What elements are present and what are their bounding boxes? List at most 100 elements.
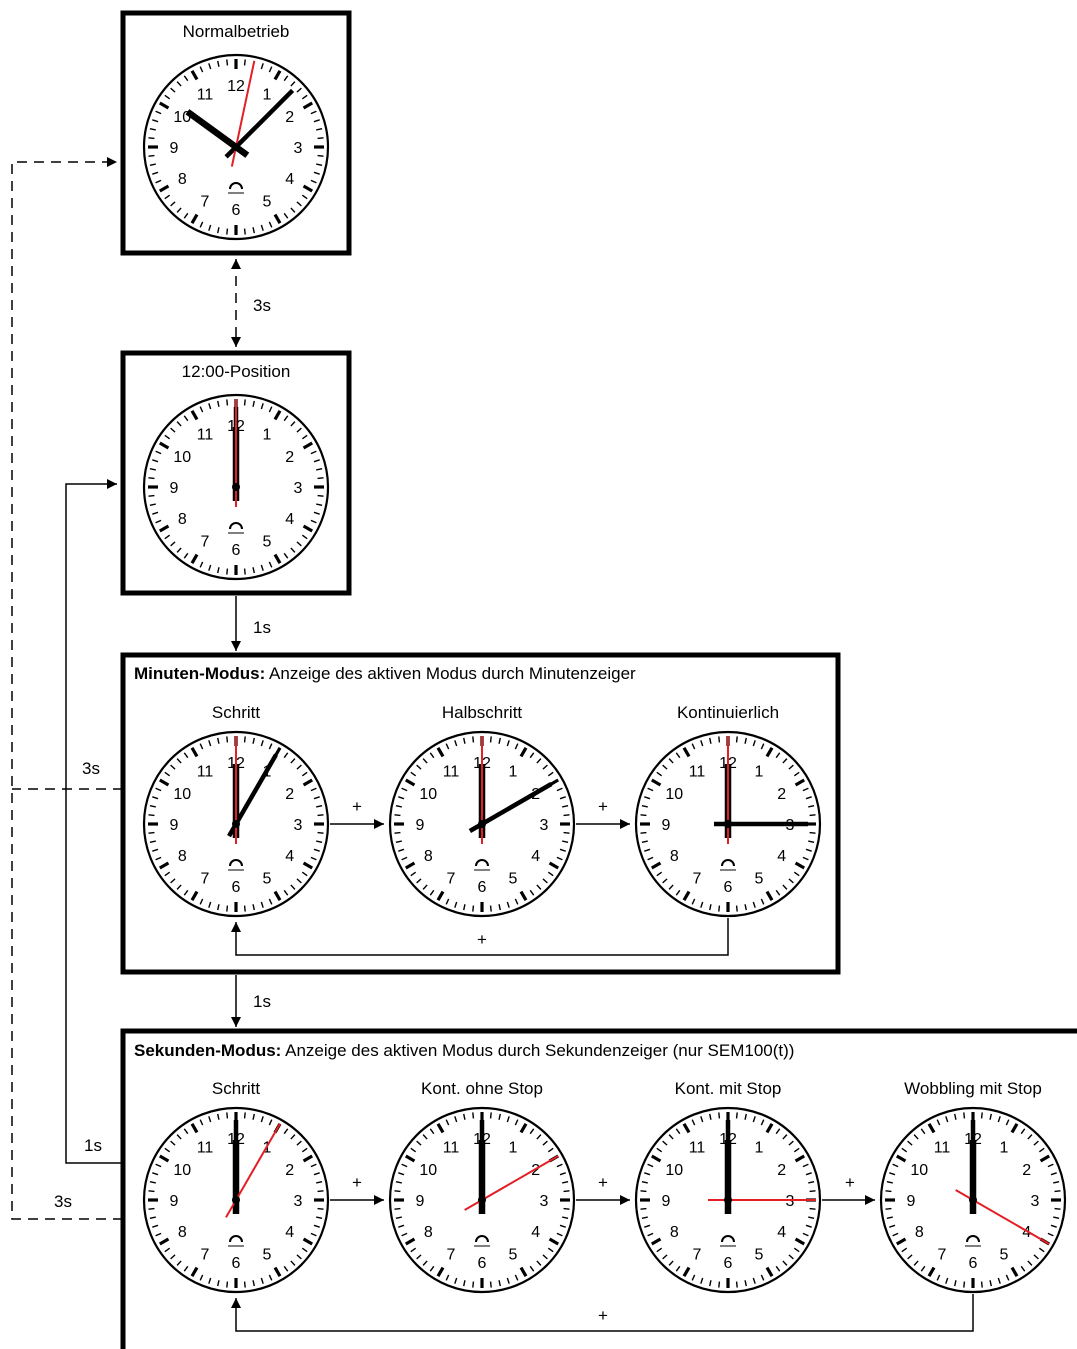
- minute-tick: [547, 1147, 554, 1153]
- minute-tick: [668, 884, 674, 890]
- hour-tick: [650, 778, 662, 787]
- minute-tick: [547, 1247, 554, 1253]
- dial-numeral: 6: [232, 202, 241, 219]
- minute-tick: [313, 511, 320, 515]
- dial-numeral: 5: [755, 871, 764, 888]
- minute-tick: [416, 764, 422, 770]
- clock-center: [232, 483, 240, 491]
- plus-sek-loop: +: [598, 1306, 608, 1325]
- clock-center: [724, 1196, 732, 1204]
- minute-tick: [296, 878, 302, 884]
- minute-tick: [760, 1119, 765, 1126]
- minute-tick: [802, 1232, 809, 1237]
- minute-tick: [301, 534, 308, 540]
- minute-tick: [886, 1216, 893, 1219]
- minute-tick: [805, 1172, 812, 1176]
- minute-tick: [760, 898, 765, 905]
- minute-tick: [316, 1216, 323, 1219]
- clock-center: [478, 1196, 486, 1204]
- minute-tick: [809, 831, 816, 834]
- dial-numeral: 3: [294, 140, 303, 157]
- minute-tick: [155, 1163, 162, 1168]
- plus-sek-1-2: +: [352, 1173, 362, 1192]
- minute-tick: [283, 752, 289, 759]
- minute-tick: [700, 740, 704, 747]
- minute-tick: [208, 740, 212, 747]
- hour-tick: [794, 1237, 806, 1246]
- minute-tick: [889, 1224, 896, 1228]
- dial-numeral: 4: [285, 1224, 294, 1241]
- minute-tick: [148, 1190, 155, 1193]
- minute-tick: [152, 171, 159, 175]
- hour-tick: [794, 778, 806, 787]
- minute-tick: [243, 59, 246, 66]
- dial-numeral: 3: [540, 1193, 549, 1210]
- minute-tick: [208, 1116, 212, 1123]
- minute-tick: [155, 856, 162, 861]
- minute-tick: [149, 840, 156, 843]
- minute-tick: [989, 1113, 992, 1120]
- minute-tick: [563, 1207, 570, 1210]
- hour-tick: [273, 1266, 282, 1278]
- minute-tick: [301, 771, 308, 777]
- dial-numeral: 12: [227, 78, 245, 95]
- dial-numeral: 11: [443, 763, 460, 780]
- minute-tick: [313, 171, 320, 175]
- dial-numeral: 1: [263, 86, 272, 103]
- minute-tick: [529, 889, 535, 896]
- minute-tick: [152, 1172, 159, 1176]
- minute-tick: [752, 740, 756, 747]
- minute-tick: [556, 787, 563, 792]
- hour-tick: [650, 1237, 662, 1246]
- minute-tick: [445, 743, 450, 750]
- minute-tick: [559, 1172, 566, 1176]
- minute-tick: [170, 541, 176, 547]
- minute-tick: [149, 1181, 156, 1184]
- dial-numeral: 8: [915, 1224, 924, 1241]
- minute-tick: [463, 904, 466, 911]
- plus-min-1-2: +: [352, 797, 362, 816]
- minute-tick: [164, 1247, 171, 1253]
- minute-tick: [268, 221, 273, 228]
- brand-logo-icon: [475, 1235, 489, 1243]
- title-12-position: 12:00-Position: [182, 362, 291, 381]
- minute-tick: [640, 831, 647, 834]
- minute-tick: [1033, 1140, 1039, 1146]
- minute-tick: [148, 477, 155, 480]
- minute-tick: [290, 207, 296, 213]
- dial-numeral: 8: [424, 1224, 433, 1241]
- minute-tick: [176, 207, 182, 213]
- hour-tick: [302, 524, 314, 533]
- minute-tick: [176, 421, 182, 427]
- minute-tick: [401, 1163, 408, 1168]
- label-sek-schritt: Schritt: [212, 1079, 260, 1098]
- minute-tick: [148, 154, 155, 157]
- plus-min-2-3: +: [598, 797, 608, 816]
- minute-tick: [559, 796, 566, 800]
- hour-tick: [302, 441, 314, 450]
- heading-minuten-rest: Anzeige des aktiven Modus durch Minutenz…: [265, 664, 636, 683]
- minute-tick: [802, 787, 809, 792]
- minute-tick: [268, 743, 273, 750]
- minute-tick: [164, 1147, 171, 1153]
- dial-numeral: 2: [285, 449, 294, 466]
- minute-tick: [536, 884, 542, 890]
- minute-tick: [514, 898, 519, 905]
- minute-tick: [313, 459, 320, 463]
- minute-tick: [809, 1190, 816, 1193]
- minute-tick: [656, 1247, 663, 1253]
- dial-numeral: 1: [509, 763, 518, 780]
- minute-tick: [199, 66, 204, 73]
- minute-tick: [310, 1232, 317, 1237]
- minute-tick: [662, 764, 668, 770]
- minute-tick: [283, 889, 289, 896]
- label-sekunden-back-normal: 3s: [54, 1192, 72, 1211]
- label-min-schritt: Schritt: [212, 703, 260, 722]
- minute-tick: [647, 787, 654, 792]
- hour-tick: [158, 441, 170, 450]
- minute-tick: [472, 1112, 475, 1119]
- minute-tick: [290, 81, 296, 87]
- minute-tick: [183, 75, 189, 82]
